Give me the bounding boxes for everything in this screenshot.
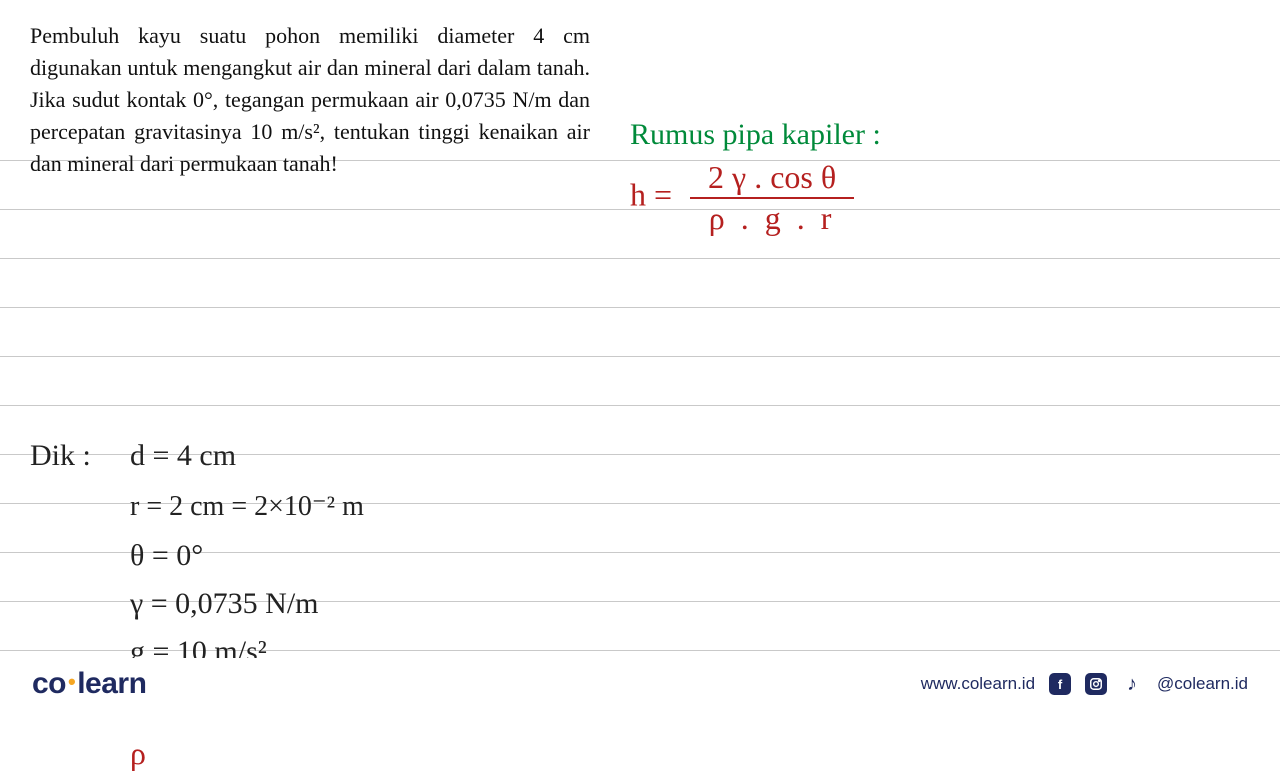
formula-numerator: 2 γ . cos θ [690, 160, 854, 199]
logo-dot-icon: • [66, 669, 77, 694]
capillary-formula: h = 2 γ . cos θ ρ . g . r [630, 160, 854, 236]
brand-logo: co•learn [32, 667, 146, 701]
footer: co•learn www.colearn.id f ♪ @colearn.id [0, 658, 1280, 720]
footer-handle[interactable]: @colearn.id [1157, 674, 1248, 694]
problem-text: Pembuluh kayu suatu pohon memiliki diame… [30, 20, 590, 179]
formula-fraction: 2 γ . cos θ ρ . g . r [690, 160, 854, 236]
given-line-1: d = 4 cm [130, 439, 236, 473]
formula-denominator: ρ . g . r [690, 199, 854, 236]
formula-lhs: h = [630, 177, 672, 213]
given-line-4: γ = 0,0735 N/m [130, 587, 319, 621]
facebook-icon[interactable]: f [1049, 673, 1071, 695]
given-line-3: θ = 0° [130, 539, 203, 573]
formula-title: Rumus pipa kapiler : [630, 118, 881, 152]
tiktok-icon[interactable]: ♪ [1121, 673, 1143, 695]
footer-right: www.colearn.id f ♪ @colearn.id [921, 673, 1248, 695]
logo-part-co: co [32, 667, 66, 700]
given-line-2: r = 2 cm = 2×10⁻² m [130, 489, 364, 523]
page: Pembuluh kayu suatu pohon memiliki diame… [0, 0, 1280, 720]
asked-line-2: ρ [130, 735, 146, 772]
instagram-icon[interactable] [1085, 673, 1107, 695]
given-label: Dik : [30, 439, 91, 473]
footer-url[interactable]: www.colearn.id [921, 674, 1035, 694]
logo-part-learn: learn [77, 667, 146, 700]
